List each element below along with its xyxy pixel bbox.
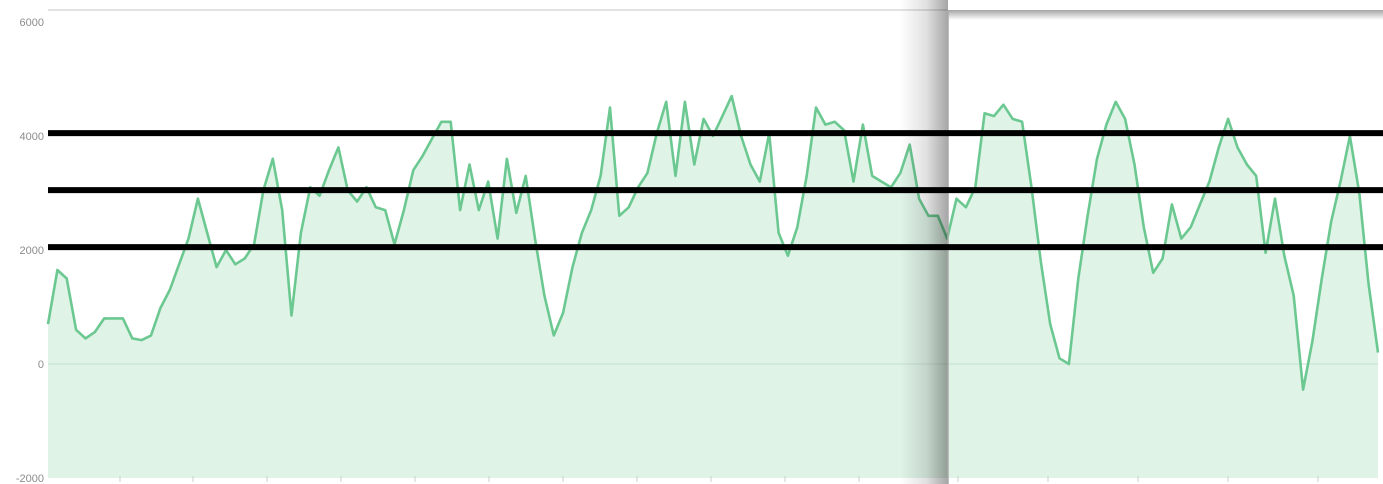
seam-shadow bbox=[900, 0, 948, 484]
x-axis-ticks bbox=[119, 476, 1319, 482]
seam-top-shadow bbox=[948, 10, 1383, 20]
reference-lines bbox=[48, 130, 1383, 251]
y-tick-label: 6000 bbox=[20, 17, 44, 29]
y-tick-label: 2000 bbox=[20, 245, 44, 257]
y-axis: 6000 4000 2000 0 -2000 bbox=[16, 17, 44, 484]
y-tick-label: -2000 bbox=[16, 473, 44, 484]
y-tick-label: 4000 bbox=[20, 131, 44, 143]
elevation-area-fill bbox=[48, 96, 1378, 478]
y-tick-label: 0 bbox=[38, 359, 44, 371]
